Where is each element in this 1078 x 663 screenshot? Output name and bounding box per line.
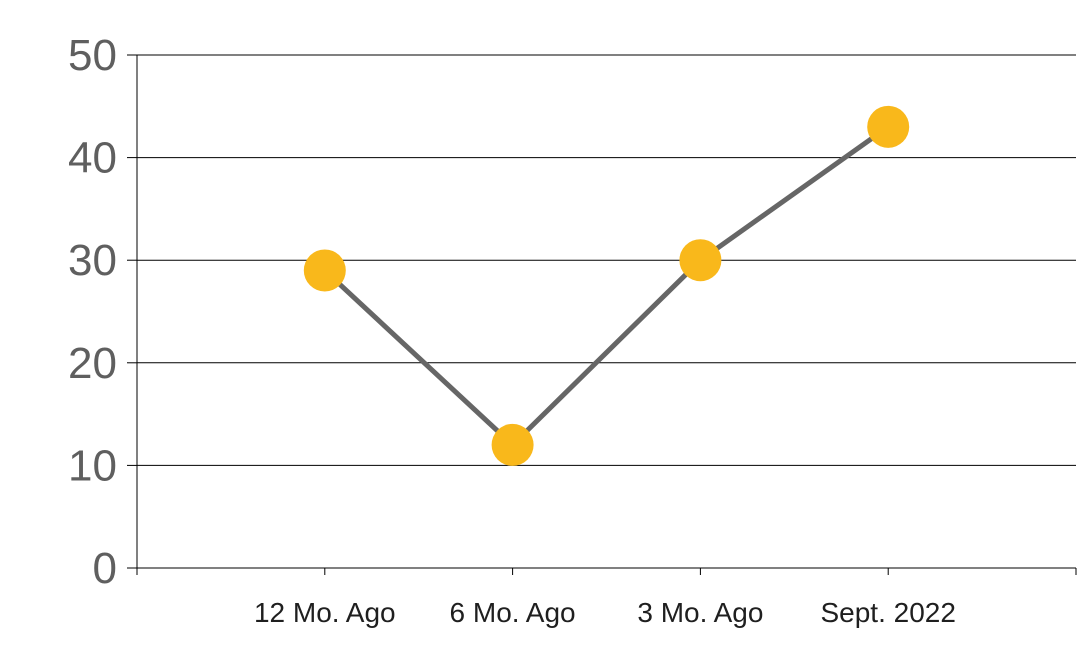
x-tick-label-2: 3 Mo. Ago <box>637 597 763 628</box>
x-tick-label-1: 6 Mo. Ago <box>450 597 576 628</box>
x-tick-label-3: Sept. 2022 <box>820 597 955 628</box>
series-markers <box>303 105 910 466</box>
y-tick-label-10: 10 <box>68 441 117 490</box>
y-axis-tick-labels: 0 10 20 30 40 50 <box>68 31 117 593</box>
y-tick-label-30: 30 <box>68 236 117 285</box>
data-point-3 <box>867 105 910 148</box>
data-point-2 <box>679 239 722 282</box>
series-line-group <box>323 124 890 448</box>
axes <box>127 54 1077 575</box>
y-tick-label-0: 0 <box>93 544 117 593</box>
gridlines <box>137 54 1076 466</box>
x-tick-label-0: 12 Mo. Ago <box>254 597 396 628</box>
y-tick-label-50: 50 <box>68 31 117 80</box>
y-tick-label-20: 20 <box>68 339 117 388</box>
y-tick-label-40: 40 <box>68 134 117 183</box>
series-line-0 <box>323 124 890 448</box>
data-point-1 <box>491 423 534 466</box>
data-point-0 <box>303 249 346 292</box>
x-axis-tick-labels: 12 Mo. Ago 6 Mo. Ago 3 Mo. Ago Sept. 2022 <box>254 597 956 628</box>
